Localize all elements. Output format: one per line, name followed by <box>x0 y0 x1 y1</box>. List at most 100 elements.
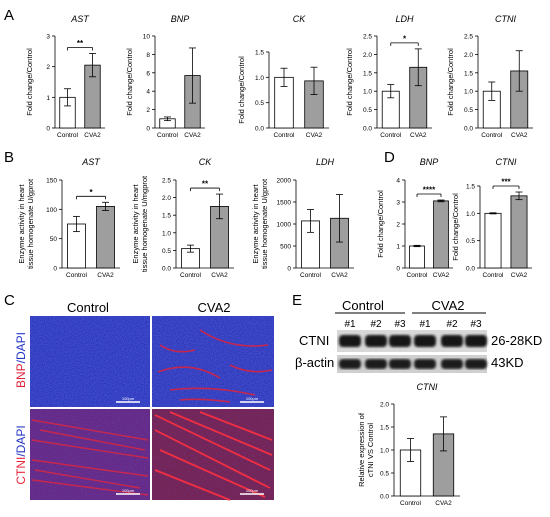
y-tick-label: 0.0 <box>363 126 372 133</box>
scale-bar-label: 100μm <box>246 488 259 493</box>
x-tick-label: CVA2 <box>211 272 228 279</box>
blot-lane-label: #3 <box>470 319 482 330</box>
y-axis-label: Fold change/Control <box>446 48 455 116</box>
x-tick-label: Control <box>481 132 503 139</box>
y-axis-label: cTNI VS Control <box>366 423 375 478</box>
y-tick-label: 1.5 <box>466 184 475 191</box>
x-tick-label: Control <box>157 132 179 139</box>
y-tick-label: 2.0 <box>363 52 372 59</box>
y-axis-label: tissue homogenate U/mgprot <box>140 175 149 272</box>
significance-marker: * <box>89 188 93 197</box>
scale-bar-label: 100μm <box>246 396 259 401</box>
y-tick-label: 0.5 <box>162 248 171 255</box>
y-tick-label: 1.0 <box>363 89 372 96</box>
y-tick-label: 1.0 <box>255 75 264 82</box>
x-tick-label: CVA2 <box>435 500 452 507</box>
band-ctni <box>414 335 436 347</box>
x-tick-label: CVA2 <box>511 132 528 139</box>
chart-a-ast: AST 0 1 2 3 Fold change/Control Control CVA2 ** <box>25 14 105 139</box>
blot-lane-label: #2 <box>446 319 458 330</box>
y-tick-label: 2 <box>396 222 400 229</box>
bar-cva2 <box>510 195 528 269</box>
y-axis-label: Enzyme activity in heart <box>17 183 26 263</box>
y-tick-label: 2 <box>146 107 150 114</box>
y-tick-label: 8 <box>146 52 150 59</box>
x-tick-label: Control <box>400 500 422 507</box>
chart-title: BNP <box>420 157 439 167</box>
y-axis-label: Fold change/Control <box>376 190 385 258</box>
y-axis-label: Fold change/Control <box>25 48 34 116</box>
panel-letter-a: A <box>4 7 14 24</box>
y-tick-label: 1500 <box>277 200 292 207</box>
blot-size-actin: 43KD <box>491 355 524 370</box>
chart-title: AST <box>81 157 101 167</box>
band-actin <box>365 359 387 369</box>
y-tick-label: 0.5 <box>464 107 473 114</box>
y-tick-label: 0 <box>46 126 50 133</box>
blot-row-actin: β-actin <box>295 355 334 370</box>
x-tick-label: CVA2 <box>97 272 114 279</box>
blot-lane-label: #2 <box>370 319 382 330</box>
x-tick-label: CVA2 <box>306 132 323 139</box>
y-tick-label: 1 <box>396 244 400 251</box>
blot-lane-label: #1 <box>419 319 431 330</box>
y-tick-label: 1.0 <box>464 89 473 96</box>
row-label-slash-2: / <box>14 453 28 457</box>
y-tick-label: 0 <box>53 266 57 273</box>
y-tick-label: 0.5 <box>380 471 389 478</box>
x-tick-label: CVA2 <box>184 132 201 139</box>
blot-row-ctni: CTNI <box>299 333 329 348</box>
scale-bar-label: 100μm <box>122 488 135 493</box>
scale-bar-label: 100μm <box>122 396 135 401</box>
y-tick-label: 2.5 <box>464 34 473 41</box>
blot-lane-label: #3 <box>394 319 406 330</box>
col-header-cva2: CVA2 <box>198 300 231 315</box>
band-ctni <box>465 335 487 347</box>
chart-title: BNP <box>171 14 190 24</box>
band-ctni <box>339 335 361 347</box>
tile-bnp-cva2: 100μm <box>152 316 274 407</box>
bar-cva2 <box>96 205 115 269</box>
panel-letter-d: D <box>384 149 395 166</box>
panel-letter-c: C <box>4 292 15 309</box>
chart-b-ck: CK 0.0 0.5 1.0 1.5 2.0 2.5 Enzyme activity in h… <box>131 157 234 279</box>
significance-marker: *** <box>501 178 511 187</box>
y-tick-label: 2.5 <box>363 34 372 41</box>
y-tick-label: 50 <box>50 236 58 243</box>
blot-lane-label: #1 <box>344 319 356 330</box>
chart-a-bnp: BNP 0 2 4 6 8 10 Fold change/Control Control CVA2 <box>125 14 205 139</box>
chart-d-bnp: BNP 0 1 2 3 4 Fold change/Control Control CVA2 **… <box>376 157 453 279</box>
panel-e-blot: Control CVA2 #1 #2 #3 #1 #2 #3 CTNI β-actin 2… <box>295 298 542 373</box>
x-tick-label: CVA2 <box>410 132 427 139</box>
blot-size-ctni: 26-28KD <box>491 333 542 348</box>
y-axis-label: Enzyme activity in heart <box>131 183 140 263</box>
chart-title: CK <box>293 14 306 24</box>
y-axis-label: tissue homogenate U/gprot <box>26 178 35 269</box>
y-tick-label: 4 <box>396 178 400 185</box>
y-tick-label: 1000 <box>277 222 292 229</box>
y-tick-label: 2.5 <box>162 178 171 185</box>
panel-letter-e: E <box>292 292 302 309</box>
row-label-ctni-dapi: CTNI/DAPI <box>14 425 28 484</box>
row-label-bnp: BNP <box>14 363 28 388</box>
y-tick-label: 0.0 <box>466 266 475 273</box>
band-actin <box>465 359 487 369</box>
col-header-control: Control <box>67 300 109 315</box>
y-tick-label: 2.0 <box>162 195 171 202</box>
y-tick-label: 1.0 <box>380 448 389 455</box>
row-label-bnp-dapi: BNP/DAPI <box>14 332 28 388</box>
y-tick-label: 4 <box>146 89 150 96</box>
chart-a-ctni: CTNI 0.0 0.5 1.0 1.5 2.0 2.5 Fold change/Contro… <box>446 14 533 139</box>
x-tick-label: Control <box>407 272 429 279</box>
tile-bnp-control: 100μm <box>30 316 150 407</box>
blot-group-cva2: CVA2 <box>432 298 465 313</box>
bar-cva2 <box>433 200 449 269</box>
y-tick-label: 500 <box>280 244 291 251</box>
significance-marker: **** <box>423 186 436 195</box>
row-label-dapi-1: DAPI <box>14 332 28 360</box>
y-tick-label: 1.0 <box>162 230 171 237</box>
row-label-dapi-2: DAPI <box>14 425 28 453</box>
y-tick-label: 0.5 <box>466 238 475 245</box>
significance-marker: ** <box>202 180 209 189</box>
